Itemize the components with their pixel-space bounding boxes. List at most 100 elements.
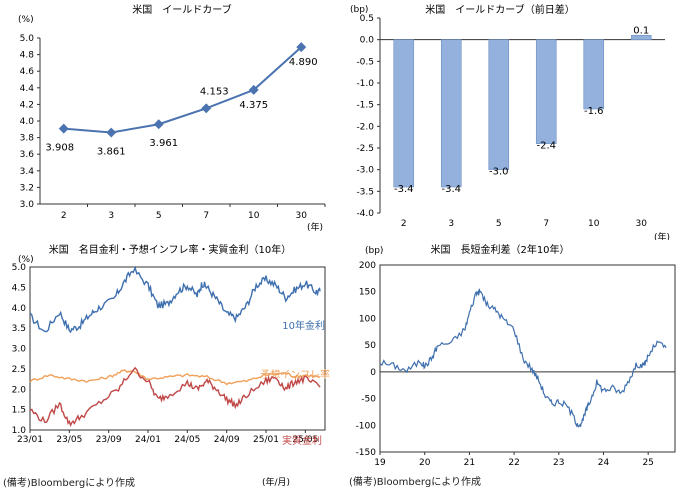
data-label: 4.153: [200, 86, 229, 97]
spread-chart: 米国 長短金利差（2年10年） (bp) -150 -100 -50 0 50 100 150 2…: [356, 243, 676, 468]
bar: [583, 39, 605, 110]
series-line: [63, 46, 302, 134]
series-line: [29, 265, 321, 334]
x-tick-label: 3: [108, 211, 114, 221]
x-tick-label: 24/09: [214, 435, 240, 445]
y-tick-label: 3.6: [20, 150, 35, 160]
x-tick-label: 25/01: [253, 435, 279, 445]
y-tick-label: 3.8: [20, 134, 35, 144]
y-tick-label: -100: [356, 421, 377, 431]
y-tick-label: -2.5: [356, 144, 374, 154]
y-tick-label: 100: [359, 314, 376, 324]
x-tick-label: 23/09: [96, 435, 122, 445]
x-tick-label: 19: [374, 458, 386, 468]
x-tick-label: 23: [553, 458, 564, 468]
x-tick-label: 24/01: [135, 435, 161, 445]
series-line: [29, 366, 321, 428]
rates-chart: 米国 名目金利・予想インフレ率・実質金利（10年） (%) (年/月) 1.0 1.5 2…: [12, 243, 330, 488]
yield-curve-chart: 米国 イールドカーブ (%) (年) 3.0 3.2 3.4 3.6 3.8 4.0 4.2 4.4…: [18, 3, 326, 233]
y-tick-label: 0.0: [360, 36, 375, 46]
data-point: [201, 103, 212, 114]
x-tick-label: 30: [636, 219, 648, 229]
series-line: [29, 369, 321, 386]
y-tick-label: 3.4: [20, 167, 35, 177]
legend-label: 予想インフレ率: [260, 368, 330, 381]
y-tick-label: 0.5: [360, 14, 374, 24]
y-tick-label: 4.4: [20, 84, 35, 94]
x-tick-label: 30: [296, 211, 308, 221]
x-tick-label: 2: [401, 219, 407, 229]
y-tick-label: 0: [370, 368, 376, 378]
x-tick-label: 23/05: [56, 435, 82, 445]
y-tick-label: 3.0: [12, 345, 27, 355]
x-tick-label: 10: [588, 219, 600, 229]
y-tick-label: -3.0: [356, 166, 374, 176]
y-tick-label: -1.5: [356, 101, 374, 111]
data-label: 0.1: [633, 25, 649, 36]
y-tick-label: -50: [361, 395, 376, 405]
y-tick-label: -3.5: [356, 187, 374, 197]
bar: [488, 39, 510, 170]
y-tick-label: 4.6: [20, 67, 35, 77]
x-unit-label: (年): [654, 231, 670, 240]
chart-title: 米国 長短金利差（2年10年）: [430, 243, 569, 256]
x-tick-label: 5: [156, 211, 162, 221]
y-tick-label: 200: [359, 261, 376, 271]
bar: [535, 39, 557, 144]
data-label: -1.6: [584, 106, 604, 117]
y-tick-label: 50: [365, 341, 377, 351]
y-tick-label: -1.0: [356, 79, 374, 89]
data-point: [58, 123, 69, 134]
y-tick-label: 3.5: [12, 324, 26, 334]
x-tick-label: 20: [419, 458, 431, 468]
y-tick-label: 5.0: [20, 34, 35, 44]
y-tick-label: 1.5: [12, 406, 26, 416]
data-point: [106, 127, 117, 138]
chart-title: 米国 イールドカーブ（前日差）: [425, 3, 574, 16]
chart-title: 米国 名目金利・予想インフレ率・実質金利（10年）: [49, 243, 291, 256]
x-tick-label: 10: [248, 211, 260, 221]
y-tick-label: -2.0: [356, 122, 374, 132]
y-tick-label: 4.0: [20, 117, 35, 127]
bar: [440, 39, 462, 188]
data-label: 3.861: [97, 147, 126, 158]
legend-label: 10年金利: [282, 319, 325, 332]
yield-curve-change-chart: 米国 イールドカーブ（前日差） (bp) (年) -4.0 -3.5 -3.0 -2.5 -2…: [350, 3, 670, 240]
data-label: 3.961: [149, 138, 178, 149]
bar: [630, 35, 652, 40]
data-label: -3.0: [489, 167, 509, 178]
y-tick-label: 3.0: [20, 200, 35, 210]
x-tick-label: 23/01: [17, 435, 43, 445]
series-line: [379, 288, 667, 428]
x-tick-label: 7: [543, 219, 549, 229]
data-label: 4.375: [239, 100, 268, 111]
x-tick-label: 7: [203, 211, 209, 221]
y-tick-label: -0.5: [356, 57, 374, 67]
data-label: -2.4: [536, 141, 556, 152]
y-unit-label: (bp): [365, 246, 383, 256]
data-label: 3.908: [45, 143, 74, 154]
chart-title: 米国 イールドカーブ: [132, 3, 231, 16]
data-label: -3.4: [394, 184, 414, 195]
bar: [393, 39, 415, 188]
plot-frame: [29, 266, 326, 431]
x-tick-label: 25/05: [292, 435, 318, 445]
data-label: -3.4: [441, 184, 461, 195]
x-tick-label: 3: [448, 219, 454, 229]
y-unit-label: (%): [18, 255, 34, 265]
source-note-left: (備考)Bloombergにより作成: [3, 478, 136, 489]
source-note-right: (備考)Bloombergにより作成: [349, 477, 482, 488]
x-tick-label: 22: [508, 458, 519, 468]
x-tick-label: 2: [61, 211, 67, 221]
y-tick-label: 150: [359, 288, 376, 298]
y-tick-label: 4.2: [20, 100, 34, 110]
x-tick-label: 5: [496, 219, 502, 229]
y-tick-label: -4.0: [356, 209, 374, 219]
x-tick-label: 24/05: [174, 435, 200, 445]
data-point: [153, 119, 164, 130]
x-unit-label: (年/月): [262, 476, 290, 488]
x-unit-label: (年): [307, 221, 323, 233]
data-label: 4.890: [289, 57, 318, 68]
plot-frame: [379, 264, 676, 453]
y-tick-label: 3.2: [20, 183, 34, 193]
